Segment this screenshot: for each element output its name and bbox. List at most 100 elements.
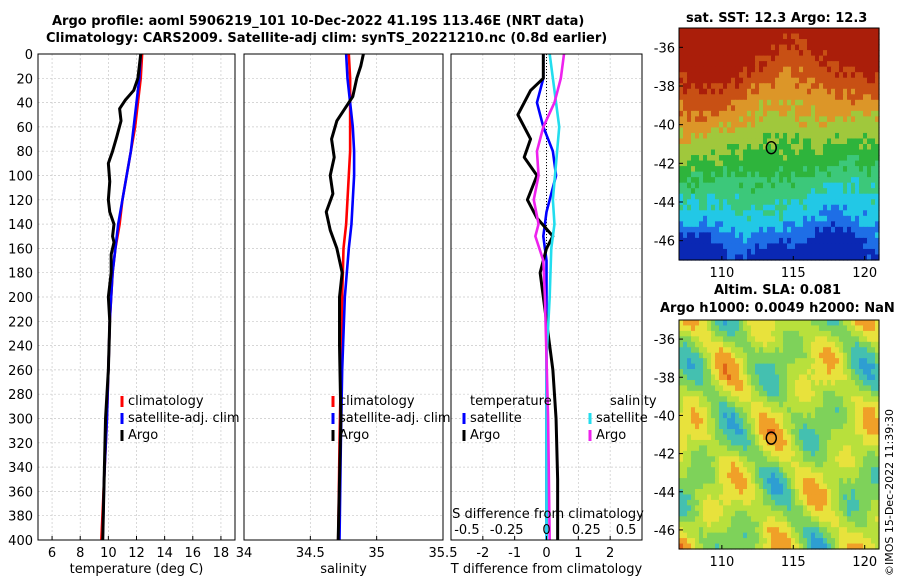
sla-map-cell <box>719 325 724 332</box>
sla-map-cell <box>731 494 736 501</box>
sst-map-cell <box>735 232 740 239</box>
sla-map-cell <box>739 527 744 534</box>
sst-map-cell <box>763 171 768 178</box>
sst-map-cell <box>839 166 844 173</box>
sla-map-cell <box>871 320 876 327</box>
sla-map-cell <box>755 478 760 485</box>
sla-map-cell <box>735 412 740 419</box>
sst-map-cell <box>751 94 756 101</box>
sla-map-cell <box>707 330 712 337</box>
sst-map-cell <box>779 243 784 250</box>
sla-map-cell <box>847 379 852 387</box>
sla-map-cell <box>839 390 844 397</box>
sla-map-cell <box>715 543 720 550</box>
sla-map-cell <box>719 336 724 343</box>
sla-map-cell <box>779 330 784 337</box>
sst-map-cell <box>763 188 768 195</box>
sst-map-cell <box>823 94 828 101</box>
sst-map-cell <box>747 66 752 73</box>
sst-map-cell <box>875 204 880 211</box>
sla-map-cell <box>771 407 776 414</box>
sst-map-cell <box>683 83 688 90</box>
sst-map-cell <box>719 166 724 173</box>
sst-map-cell <box>839 55 844 62</box>
sla-map-cell <box>759 418 764 425</box>
sla-map-cell <box>775 538 780 545</box>
sst-map-cell <box>799 149 804 156</box>
depth-tick-label: 280 <box>8 388 33 403</box>
sla-map-cell <box>715 505 720 512</box>
sla-map-cell <box>855 330 860 337</box>
sst-map-cell <box>739 121 744 129</box>
sst-map-cell <box>867 237 872 245</box>
sst-map-cell <box>871 132 876 140</box>
sst-map-cell <box>875 248 880 256</box>
sst-map-cell <box>823 248 828 256</box>
sst-map-cell <box>743 155 748 162</box>
sst-map-cell <box>827 105 832 112</box>
sla-map-cell <box>679 499 684 506</box>
sla-map-cell <box>731 456 736 463</box>
sst-map-cell <box>711 105 716 112</box>
sla-map-cell <box>827 325 832 332</box>
sla-map-cell <box>851 418 856 425</box>
sst-map-cell <box>779 160 784 167</box>
sst-map-cell <box>819 243 824 250</box>
sst-map-cell <box>771 155 776 162</box>
sst-map-cell <box>795 144 800 151</box>
sst-map-cell <box>783 204 788 211</box>
sla-map-cell <box>727 390 732 397</box>
sst-map-cell <box>811 88 816 95</box>
sst-map-cell <box>767 182 772 189</box>
sla-map-cell <box>827 494 832 501</box>
sst-map-cell <box>779 66 784 73</box>
sst-map-cell <box>867 215 872 222</box>
sst-map-cell <box>803 55 808 62</box>
sst-map-cell <box>771 221 776 228</box>
sla-map-cell <box>743 499 748 506</box>
sla-map-cell <box>763 499 768 506</box>
sst-map-cell <box>695 94 700 101</box>
sla-map-cell <box>831 527 836 534</box>
sla-map-cell <box>739 445 744 452</box>
sst-map-cell <box>783 248 788 256</box>
sst-map-cell <box>803 50 808 57</box>
sst-map-cell <box>855 94 860 101</box>
diff-top-tick-label: 0 <box>542 523 550 538</box>
sst-map-cell <box>811 210 816 217</box>
sla-map-cell <box>791 527 796 534</box>
sla-map-cell <box>719 407 724 414</box>
sst-map-cell <box>827 160 832 167</box>
sla-map-cell <box>715 527 720 534</box>
sla-map-cell <box>711 385 716 392</box>
sla-map-cell <box>799 499 804 506</box>
sst-map-cell <box>863 243 868 250</box>
sla-map-cell <box>859 510 864 517</box>
sst-map-cell <box>747 110 752 117</box>
sla-map-cell <box>815 483 820 490</box>
sst-map-cell <box>787 254 792 261</box>
sst-map-cell <box>783 28 788 35</box>
sla-map-cell <box>719 320 724 327</box>
sla-map-cell <box>699 472 704 479</box>
sst-map-cell <box>731 160 736 167</box>
sst-map-cell <box>859 39 864 46</box>
sst-map-cell <box>843 88 848 95</box>
depth-tick-label: 360 <box>8 485 33 500</box>
sst-map-cell <box>715 254 720 261</box>
sst-map-cell <box>795 132 800 140</box>
sst-map-cell <box>819 144 824 151</box>
sla-map-cell <box>867 483 872 490</box>
sst-map-cell <box>707 94 712 101</box>
sst-map-cell <box>851 66 856 73</box>
sst-map-cell <box>695 155 700 162</box>
sst-map-cell <box>699 83 704 90</box>
sla-map-cell <box>755 330 760 337</box>
sla-map-cell <box>823 347 828 354</box>
sst-map-cell <box>827 193 832 200</box>
sst-map-cell <box>875 155 880 162</box>
sst-map-cell <box>747 33 752 40</box>
sla-map-cell <box>691 379 696 387</box>
sla-map-cell <box>703 510 708 517</box>
sla-map-cell <box>747 363 752 370</box>
